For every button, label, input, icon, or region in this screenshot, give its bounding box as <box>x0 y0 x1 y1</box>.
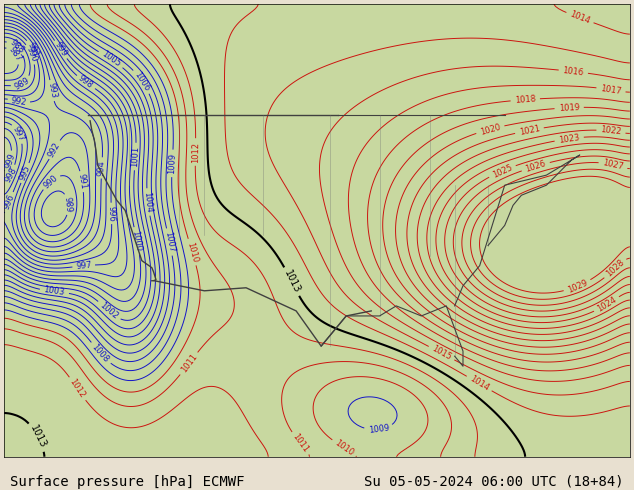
Text: 1009: 1009 <box>368 424 390 435</box>
Text: 990: 990 <box>24 45 39 63</box>
Text: 1013: 1013 <box>28 424 48 450</box>
Text: 991: 991 <box>77 173 87 190</box>
Text: 1029: 1029 <box>566 278 589 294</box>
Text: Su 05-05-2024 06:00 UTC (18+84): Su 05-05-2024 06:00 UTC (18+84) <box>364 475 624 489</box>
Text: 1011: 1011 <box>291 432 311 454</box>
Text: 994: 994 <box>97 160 107 176</box>
Text: 992: 992 <box>10 96 27 107</box>
Text: 1015: 1015 <box>430 344 453 362</box>
Text: 1022: 1022 <box>600 125 622 137</box>
Text: 1027: 1027 <box>602 158 624 172</box>
Text: 1006: 1006 <box>133 70 152 93</box>
Text: 1007: 1007 <box>163 231 176 253</box>
Text: 997: 997 <box>11 124 27 143</box>
Text: Surface pressure [hPa] ECMWF: Surface pressure [hPa] ECMWF <box>10 475 245 489</box>
Text: 1014: 1014 <box>569 10 592 26</box>
Text: 1021: 1021 <box>518 124 541 137</box>
Text: 996: 996 <box>107 205 116 221</box>
Text: 1009: 1009 <box>167 153 178 174</box>
Text: 1028: 1028 <box>604 258 626 279</box>
Text: 996: 996 <box>2 193 16 211</box>
Text: 1012: 1012 <box>68 377 87 400</box>
Text: 1016: 1016 <box>562 66 585 77</box>
Text: 1019: 1019 <box>559 103 580 113</box>
Text: 992: 992 <box>47 141 62 159</box>
Text: 1018: 1018 <box>514 95 536 105</box>
Text: 1001: 1001 <box>131 146 141 167</box>
Text: 988: 988 <box>8 38 26 55</box>
Text: 1008: 1008 <box>90 343 111 364</box>
Text: 1010: 1010 <box>333 438 356 457</box>
Text: 997: 997 <box>75 261 92 271</box>
Text: 1023: 1023 <box>558 133 580 145</box>
Text: 993: 993 <box>46 82 58 99</box>
Text: 987: 987 <box>7 45 23 63</box>
Text: 998: 998 <box>3 166 18 184</box>
Text: 990: 990 <box>42 173 60 190</box>
Text: 1010: 1010 <box>185 241 199 264</box>
Text: 1020: 1020 <box>479 122 501 136</box>
Text: 1005: 1005 <box>100 49 122 69</box>
Text: 999: 999 <box>53 41 68 59</box>
Text: 1025: 1025 <box>491 163 514 179</box>
Text: 989: 989 <box>13 76 31 92</box>
Text: 999: 999 <box>3 152 16 170</box>
Text: 1014: 1014 <box>468 374 491 393</box>
Text: 1004: 1004 <box>142 191 153 213</box>
Text: 1024: 1024 <box>595 295 618 314</box>
Text: 1026: 1026 <box>524 159 547 174</box>
Text: 1011: 1011 <box>179 352 199 375</box>
Text: 1003: 1003 <box>43 286 65 297</box>
Text: 989: 989 <box>63 196 74 213</box>
Text: 998: 998 <box>77 74 95 91</box>
Text: 1000: 1000 <box>131 229 143 252</box>
Text: 995: 995 <box>18 164 32 182</box>
Text: 1012: 1012 <box>191 142 200 163</box>
Text: 1017: 1017 <box>600 84 622 96</box>
Text: 1013: 1013 <box>281 269 302 295</box>
Text: 991: 991 <box>25 41 41 59</box>
Text: 1002: 1002 <box>98 301 120 321</box>
